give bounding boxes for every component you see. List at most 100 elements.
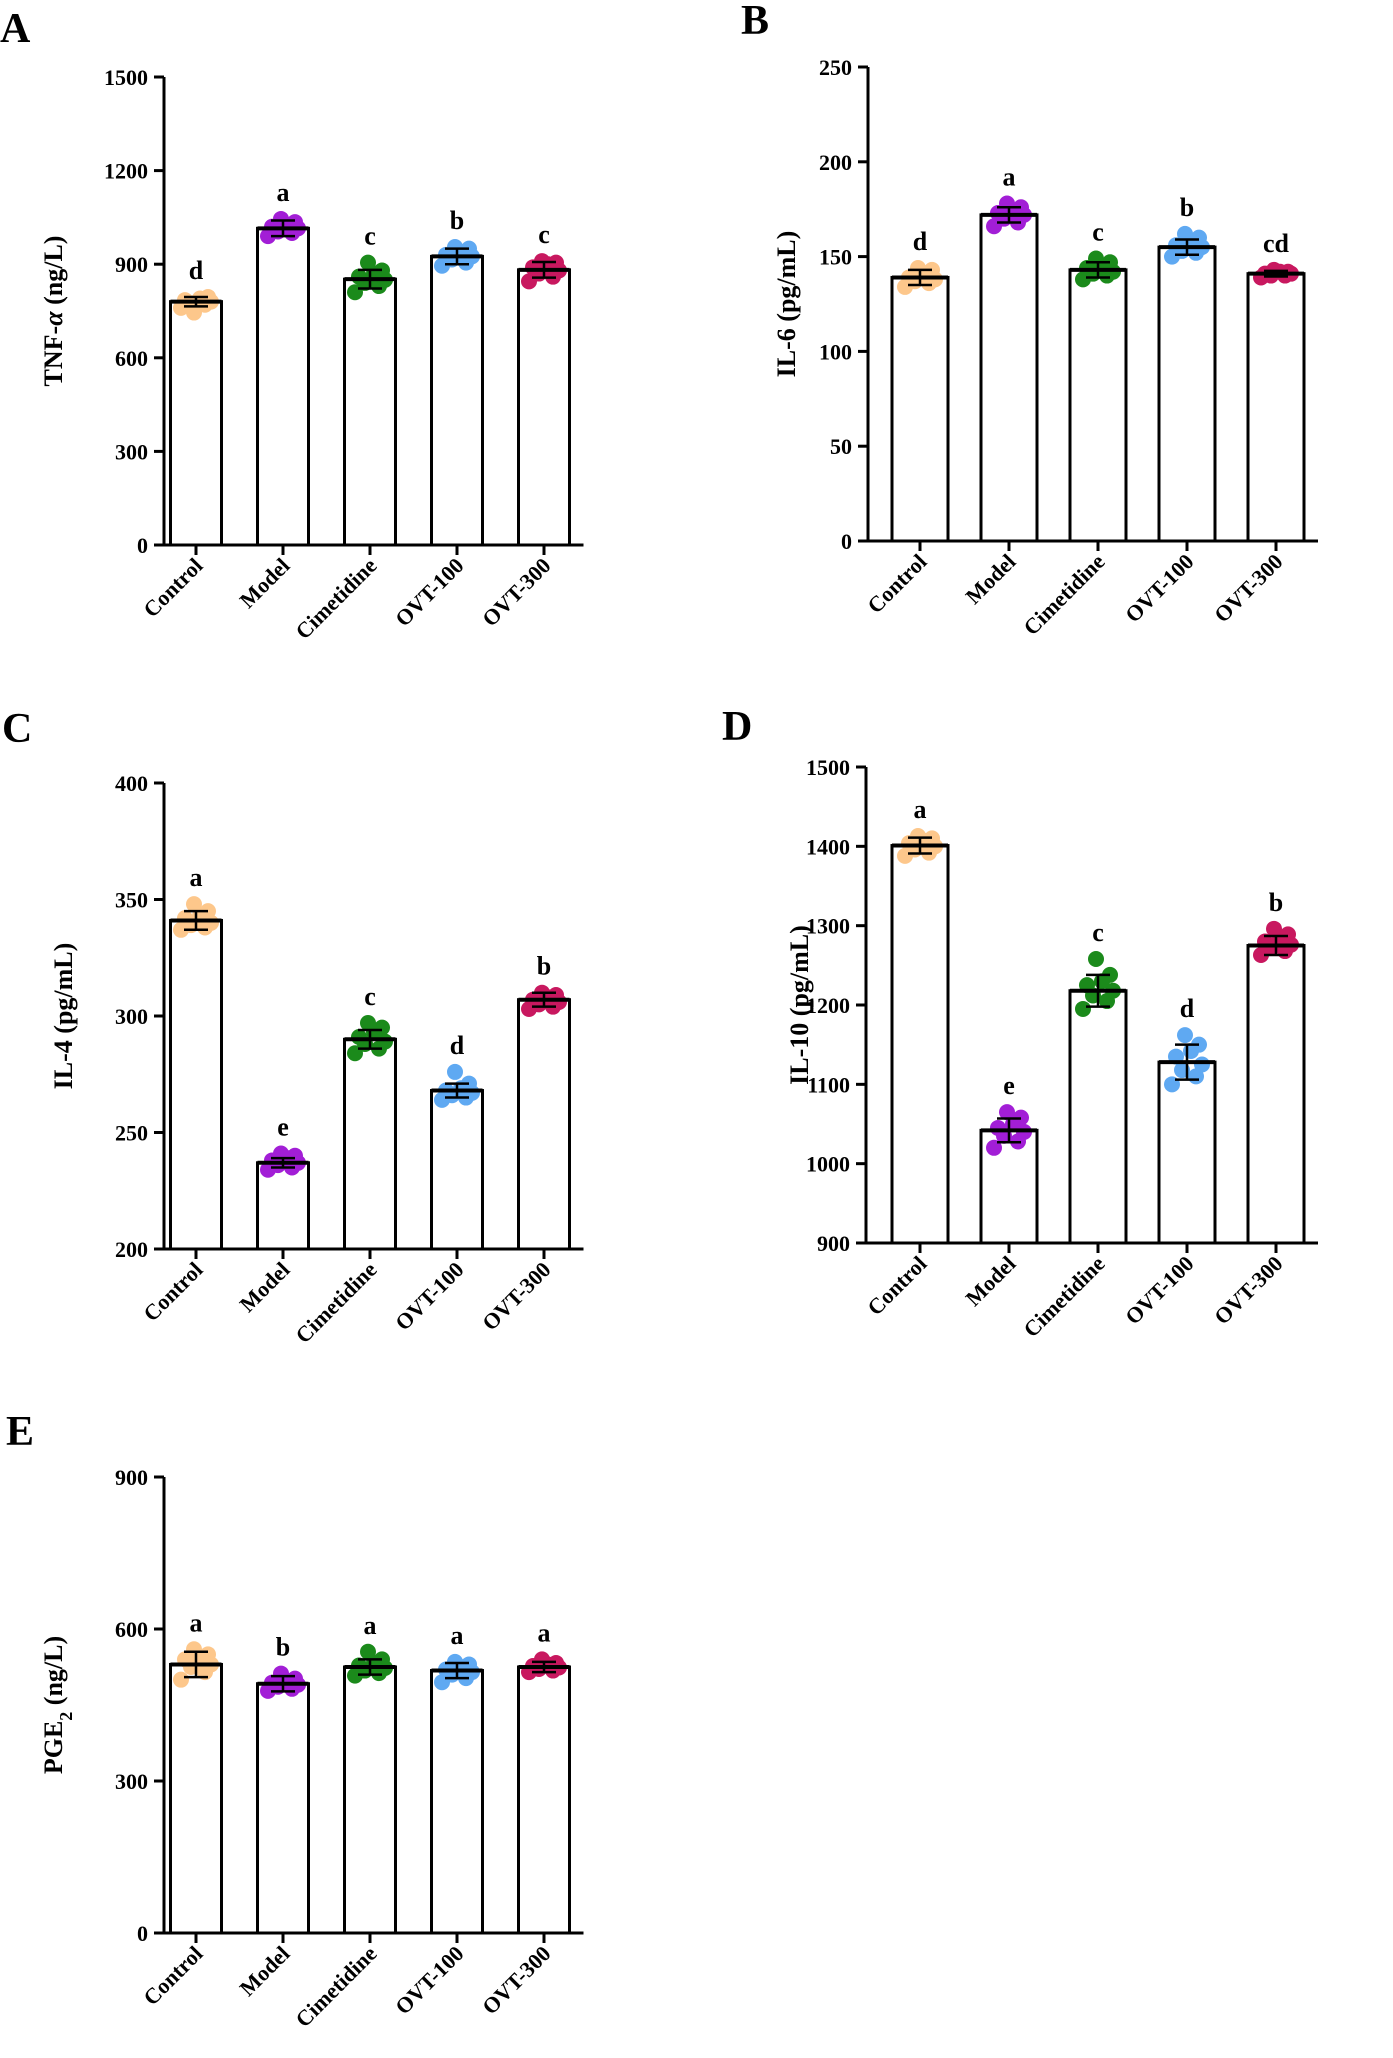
- data-point: [273, 1665, 289, 1682]
- data-point: [447, 239, 463, 256]
- data-point: [910, 828, 926, 845]
- significance-letter: c: [538, 220, 550, 249]
- y-tick-label: 200: [819, 150, 852, 175]
- significance-letter: d: [450, 1031, 465, 1060]
- y-tick-label: 150: [819, 245, 852, 270]
- x-category-label: OVT-100: [390, 1257, 468, 1335]
- significance-letter: b: [450, 206, 464, 235]
- x-category-label: OVT-100: [390, 1941, 468, 2019]
- x-category-label: Model: [235, 1257, 295, 1317]
- data-point: [461, 1656, 477, 1673]
- x-category-label: Model: [961, 549, 1021, 609]
- y-axis-title: IL-6 (pg/mL): [772, 231, 801, 378]
- bar-ovt-100: [430, 1669, 484, 1935]
- significance-letter: c: [364, 982, 376, 1011]
- bar-ovt-300: [517, 998, 571, 1251]
- significance-letter: a: [190, 1608, 203, 1637]
- y-axis-title: IL-4 (pg/mL): [49, 943, 78, 1090]
- significance-letter: a: [364, 1611, 377, 1640]
- data-point: [351, 1028, 367, 1045]
- data-point: [1075, 1000, 1091, 1017]
- y-tick-label: 1000: [806, 1152, 850, 1177]
- x-category-label: Control: [138, 1257, 207, 1326]
- data-point: [374, 1019, 390, 1036]
- y-tick-label: 1500: [104, 65, 148, 90]
- x-category-label: Model: [235, 553, 295, 613]
- data-point: [177, 910, 193, 927]
- significance-letter: e: [277, 1112, 289, 1141]
- x-category-label: OVT-300: [477, 1257, 555, 1335]
- data-point: [999, 195, 1015, 212]
- y-tick-label: 300: [115, 1769, 148, 1794]
- bar-model: [256, 1682, 310, 1935]
- significance-letter: b: [276, 1633, 290, 1662]
- y-axis-title: IL-10 (pg/mL): [785, 925, 814, 1085]
- panel-d: D 900 1000 1100 1200 1300 1400 1500 IL-10 (pg/mL…: [722, 704, 1318, 1342]
- data-point: [1191, 229, 1207, 246]
- x-category-label: Control: [862, 1251, 931, 1320]
- y-tick-label: 400: [115, 771, 148, 796]
- bar-ovt-300: [517, 1665, 571, 1935]
- y-tick-label: 50: [830, 434, 852, 459]
- bar-ovt-300: [517, 268, 571, 547]
- y-tick-label: 0: [841, 529, 852, 554]
- data-point: [186, 1641, 202, 1658]
- significance-letter: a: [451, 1621, 464, 1650]
- y-tick-label: 1100: [807, 1072, 850, 1097]
- significance-letter: b: [1269, 888, 1283, 917]
- panel-letter: A: [0, 6, 31, 52]
- y-tick-label: 1200: [806, 993, 850, 1018]
- panel-letter: B: [741, 0, 769, 44]
- data-point: [534, 1651, 550, 1668]
- bar-cimetidine: [343, 277, 397, 547]
- x-category-label: Cimetidine: [290, 553, 381, 644]
- data-point: [173, 1671, 189, 1688]
- x-category-label: OVT-300: [1209, 1251, 1287, 1329]
- data-point: [1088, 950, 1104, 967]
- bar-ovt-300: [1246, 272, 1306, 543]
- significance-letter: a: [1003, 163, 1016, 192]
- significance-letter: c: [1092, 217, 1104, 246]
- data-point: [1194, 1056, 1210, 1073]
- bar-cimetidine: [1068, 268, 1128, 543]
- bar-model: [256, 226, 310, 547]
- significance-letter: e: [1003, 1071, 1015, 1100]
- panel-letter: E: [6, 1409, 34, 1455]
- bar-control: [169, 300, 223, 547]
- x-category-label: OVT-300: [477, 1941, 555, 2019]
- bar-cimetidine: [1068, 989, 1128, 1245]
- x-category-label: Cimetidine: [1018, 1251, 1109, 1342]
- significance-letter: a: [190, 863, 203, 892]
- y-axis-title: PGE2 (ng/L): [39, 1636, 76, 1774]
- panel-letter: C: [2, 706, 32, 752]
- y-tick-label: 300: [115, 1004, 148, 1029]
- data-point: [990, 1119, 1006, 1136]
- y-tick-label: 350: [115, 888, 148, 913]
- significance-letter: cd: [1263, 229, 1290, 258]
- data-point: [1177, 1027, 1193, 1044]
- significance-letter: b: [537, 952, 551, 981]
- significance-letter: a: [914, 795, 927, 824]
- y-tick-label: 900: [115, 1465, 148, 1490]
- panel-e: E 0 300 600 900 PGE2 (ng/L) a Control b Model a Cim…: [6, 1409, 584, 2032]
- bar-ovt-100: [1157, 245, 1217, 543]
- y-tick-label: 300: [115, 439, 148, 464]
- bar-ovt-300: [1246, 944, 1306, 1245]
- x-category-label: OVT-300: [1209, 549, 1287, 627]
- y-tick-label: 0: [137, 533, 148, 558]
- data-point: [986, 1139, 1002, 1156]
- x-category-label: OVT-100: [1120, 1251, 1198, 1329]
- significance-letter: d: [1180, 994, 1195, 1023]
- bar-ovt-100: [430, 254, 484, 547]
- bar-control: [169, 1662, 223, 1935]
- bar-control: [890, 275, 950, 543]
- panel-b: B 0 50 100 150 200 250 IL-6 (pg/mL) d Control a Mod…: [741, 0, 1318, 640]
- data-point: [200, 1646, 216, 1663]
- data-point: [447, 1063, 463, 1080]
- y-tick-label: 250: [115, 1121, 148, 1146]
- data-point: [351, 268, 367, 285]
- y-tick-label: 1200: [104, 159, 148, 184]
- y-tick-label: 900: [817, 1231, 850, 1256]
- y-tick-label: 0: [137, 1921, 148, 1946]
- x-category-label: Control: [862, 549, 931, 618]
